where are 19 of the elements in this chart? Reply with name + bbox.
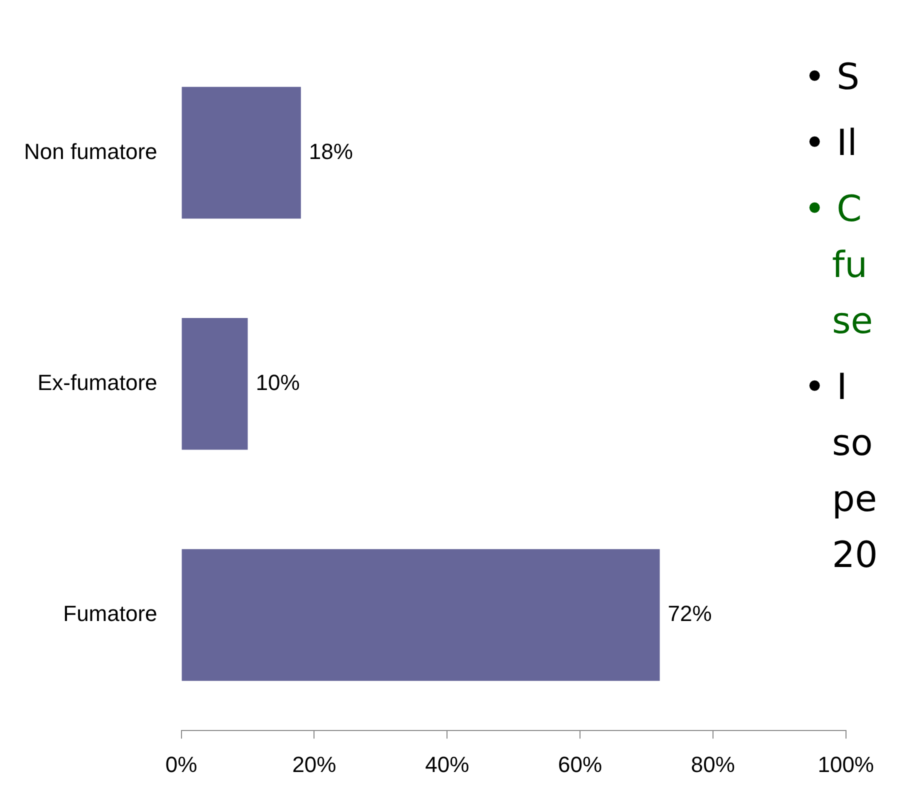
data-label: 10% <box>256 370 300 395</box>
data-label: 18% <box>308 138 353 164</box>
x-tick-label: 60% <box>558 752 602 777</box>
bar <box>182 86 301 219</box>
bar <box>182 318 248 450</box>
x-tick-label: 40% <box>425 752 470 777</box>
annotation: • I so pe 20 <box>804 366 879 578</box>
y-tick-label: Non fumatore <box>24 138 158 164</box>
y-tick-label: Ex-fumatore <box>37 370 158 395</box>
data-label: 72% <box>668 601 712 626</box>
annotation: • Il <box>804 122 858 166</box>
x-tick-label: 80% <box>690 752 735 777</box>
x-tick-label: 0% <box>165 752 198 777</box>
x-tick-label: 20% <box>292 752 336 777</box>
x-tick-label: 100% <box>818 752 874 777</box>
annotation: • S <box>804 56 861 100</box>
annotation: • C fu se <box>804 188 874 344</box>
bar <box>182 549 660 681</box>
y-tick-label: Fumatore <box>63 601 158 626</box>
